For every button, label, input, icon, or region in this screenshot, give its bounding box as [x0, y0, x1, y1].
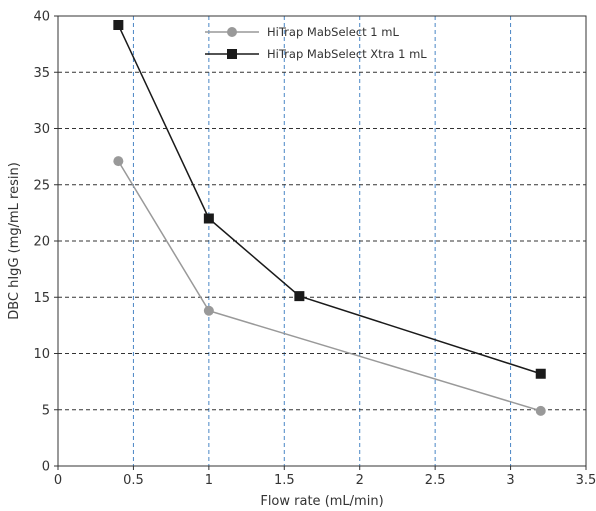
legend-item: HiTrap MabSelect Xtra 1 mL — [205, 47, 427, 61]
data-point-circle — [113, 156, 124, 167]
x-tick-label: 2 — [356, 473, 364, 488]
data-point-circle — [535, 405, 546, 416]
series-2 — [113, 20, 546, 379]
y-gridlines — [58, 71, 586, 411]
data-point-square — [203, 213, 214, 224]
series-1 — [113, 156, 546, 416]
y-tick-label: 10 — [33, 347, 50, 362]
series-layer — [113, 20, 546, 416]
x-axis-label: Flow rate (mL/min) — [260, 494, 383, 509]
x-tick-label: 1.5 — [274, 473, 295, 488]
y-tick-label: 0 — [42, 460, 50, 475]
x-tick-labels: 0 0.5 1 1.5 2 2.5 3 3.5 — [54, 466, 596, 488]
x-tick-label: 0 — [54, 473, 62, 488]
x-tick-label: 2.5 — [425, 473, 446, 488]
legend-label: HiTrap MabSelect Xtra 1 mL — [267, 47, 427, 61]
y-tick-label: 40 — [33, 10, 50, 25]
legend: HiTrap MabSelect 1 mL HiTrap MabSelect Xt… — [205, 25, 427, 61]
data-point-circle — [203, 305, 214, 316]
y-tick-labels: 0 5 10 15 20 25 30 35 40 — [33, 10, 58, 475]
data-point-square — [535, 368, 546, 379]
data-point-square — [113, 20, 124, 30]
y-tick-label: 20 — [33, 235, 50, 250]
x-tick-label: 3 — [506, 473, 514, 488]
y-tick-label: 25 — [33, 178, 50, 193]
series-line — [117, 24, 541, 375]
legend-marker-square — [227, 49, 237, 59]
x-tick-label: 3.5 — [576, 473, 596, 488]
y-tick-label: 30 — [33, 122, 50, 137]
y-tick-label: 15 — [33, 291, 50, 306]
x-tick-label: 1 — [205, 473, 213, 488]
y-tick-label: 5 — [42, 403, 50, 418]
y-tick-label: 35 — [33, 66, 50, 81]
legend-item: HiTrap MabSelect 1 mL — [205, 25, 399, 39]
legend-marker-circle — [227, 27, 237, 37]
series-line — [117, 160, 541, 412]
x-gridlines — [132, 16, 512, 466]
legend-label: HiTrap MabSelect 1 mL — [267, 25, 399, 39]
x-tick-label: 0.5 — [123, 473, 144, 488]
data-point-square — [294, 291, 305, 302]
y-axis-label: DBC hIgG (mg/mL resin) — [7, 162, 22, 320]
